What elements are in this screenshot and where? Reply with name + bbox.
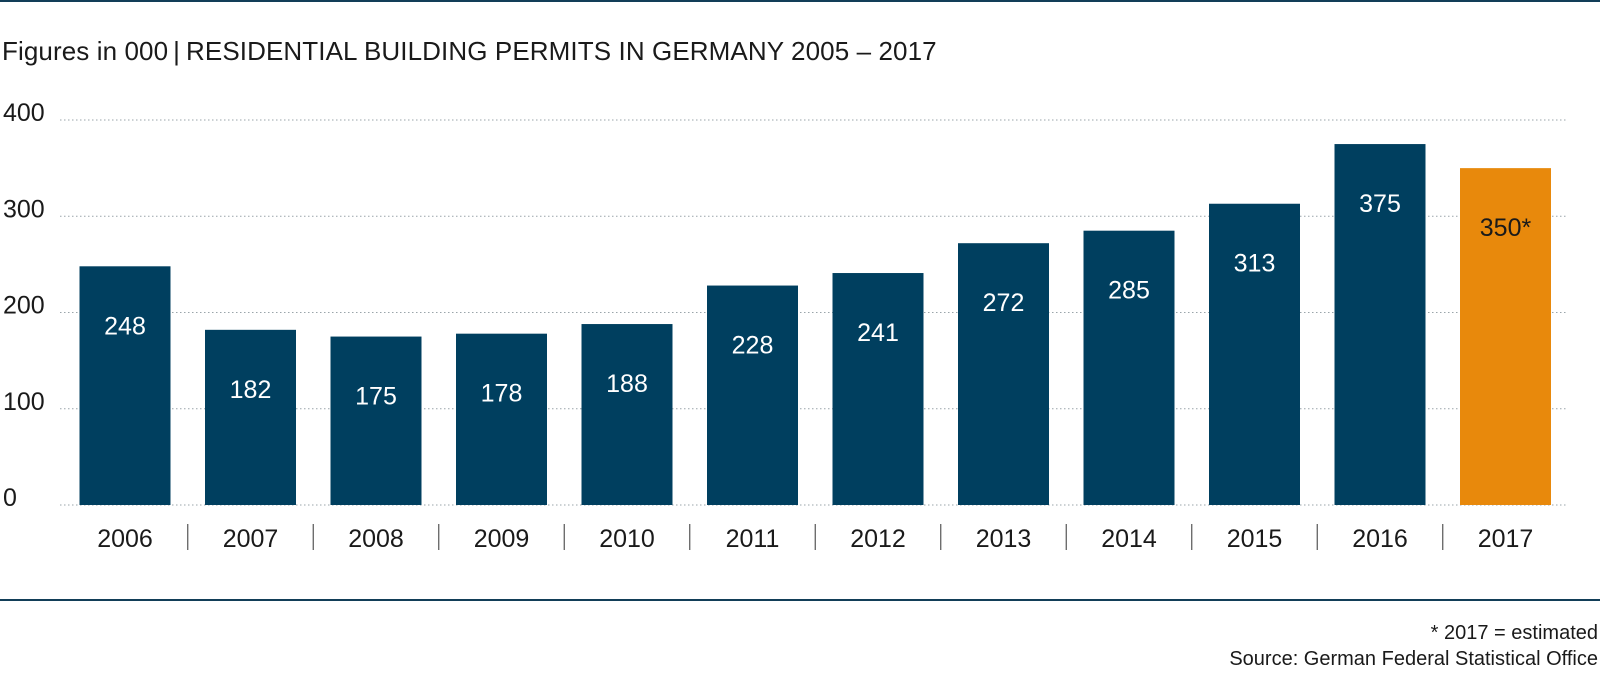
top-rule xyxy=(0,0,1600,2)
x-tick-label: 2008 xyxy=(348,525,404,553)
unit-label: Figures in 000 xyxy=(2,36,169,66)
bar-value-label: 228 xyxy=(732,332,774,360)
bar xyxy=(1083,230,1175,505)
x-tick-label: 2007 xyxy=(223,525,279,553)
y-tick-label: 400 xyxy=(3,99,45,127)
y-tick-label: 100 xyxy=(3,388,45,416)
bar-value-label: 350* xyxy=(1480,214,1532,242)
bar-value-label: 178 xyxy=(481,380,523,408)
bar xyxy=(832,273,924,505)
x-tick-label: 2016 xyxy=(1352,525,1408,553)
bottom-rule xyxy=(0,599,1600,601)
x-tick-label: 2012 xyxy=(850,525,906,553)
bar xyxy=(1209,203,1300,506)
bar-value-label: 182 xyxy=(230,376,272,404)
y-tick-label: 200 xyxy=(3,292,45,320)
bar-value-label: 272 xyxy=(983,289,1025,317)
bar-chart: 0 100 200 300 400 248 2006 182 2007 175 2008 178 200… xyxy=(3,99,1568,553)
bar-value-label: 313 xyxy=(1234,250,1276,278)
bar-value-label: 248 xyxy=(104,312,146,340)
bar-value-label: 175 xyxy=(355,383,397,411)
y-tick-label: 0 xyxy=(3,484,17,512)
bar xyxy=(707,285,798,505)
title-separator: | xyxy=(173,36,181,66)
x-tick-label: 2014 xyxy=(1101,525,1157,553)
x-tick-label: 2013 xyxy=(976,525,1032,553)
x-tick-label: 2011 xyxy=(726,525,780,553)
bar xyxy=(205,329,296,505)
bar xyxy=(330,336,422,505)
estimate-footnote: * 2017 = estimated xyxy=(1430,622,1598,644)
x-tick-label: 2015 xyxy=(1227,525,1283,553)
x-tick-label: 2010 xyxy=(599,525,655,553)
chart-title-line: Figures in 000 | RESIDENTIAL BUILDING PERM… xyxy=(2,36,937,67)
bar-value-label: 375 xyxy=(1359,190,1401,218)
chart-title: RESIDENTIAL BUILDING PERMITS IN GERMANY … xyxy=(186,36,937,66)
y-tick-label: 300 xyxy=(3,195,45,223)
bar xyxy=(958,243,1049,505)
bar-value-label: 285 xyxy=(1108,277,1150,305)
x-tick-label: 2006 xyxy=(97,525,153,553)
bar xyxy=(79,266,171,505)
bar-value-label: 241 xyxy=(857,319,899,347)
source-note: Source: German Federal Statistical Offic… xyxy=(1229,648,1598,670)
x-tick-label: 2009 xyxy=(474,525,530,553)
bar xyxy=(456,333,547,505)
x-tick-label: 2017 xyxy=(1478,525,1534,553)
bar-value-label: 188 xyxy=(606,370,648,398)
bar xyxy=(581,324,673,505)
bar xyxy=(1460,168,1551,505)
bar xyxy=(1334,144,1426,505)
